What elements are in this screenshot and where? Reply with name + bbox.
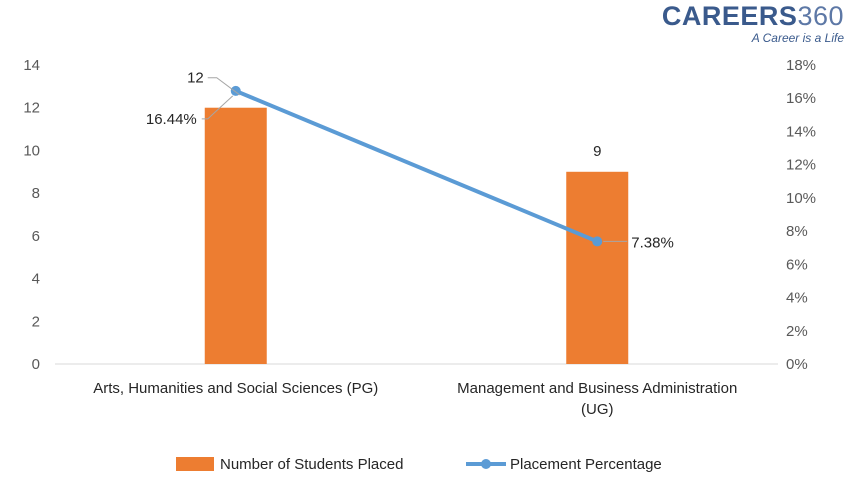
y-right-tick-label: 4% [786, 290, 808, 307]
y-right-tick-label: 6% [786, 256, 808, 273]
y-left-tick-label: 14 [23, 57, 40, 74]
y-left-tick-label: 0 [32, 356, 40, 373]
y-left-tick-label: 10 [23, 142, 40, 159]
y-right-tick-label: 16% [786, 90, 816, 107]
y-left-tick-label: 8 [32, 185, 40, 202]
bar-label-leader [207, 77, 241, 96]
y-left-tick-label: 4 [32, 271, 40, 288]
legend-swatch-marker [481, 459, 491, 469]
bar [566, 171, 629, 364]
x-category-label: Management and Business Administration [457, 380, 737, 397]
legend-label-bar: Number of Students Placed [220, 456, 403, 473]
legend-label-line: Placement Percentage [510, 456, 662, 473]
y-right-tick-label: 8% [786, 223, 808, 240]
brand-logo: CAREERS360 [662, 1, 844, 32]
placement-line [233, 88, 600, 244]
line-label-leader [201, 95, 234, 120]
y-right-tick-label: 12% [786, 157, 816, 174]
bar-data-label: 12 [187, 70, 204, 87]
legend-swatch-bar [176, 457, 214, 471]
bar-data-label: 9 [593, 143, 601, 160]
brand-tagline: A Career is a Life [751, 31, 844, 45]
bar [204, 107, 267, 364]
y-right-tick-label: 14% [786, 123, 816, 140]
line-data-label: 7.38% [631, 234, 674, 251]
x-category-label: Arts, Humanities and Social Sciences (PG… [93, 380, 378, 397]
y-left-tick-label: 6 [32, 228, 40, 245]
y-left-tick-label: 2 [32, 313, 40, 330]
line-point [592, 236, 603, 247]
y-right-tick-label: 18% [786, 57, 816, 74]
brand-number: 360 [797, 1, 844, 31]
y-right-tick-label: 0% [786, 356, 808, 373]
y-right-tick-label: 2% [786, 323, 808, 340]
brand-name: CAREERS [661, 1, 798, 31]
y-left-tick-label: 12 [23, 100, 40, 117]
y-right-tick-label: 10% [786, 190, 816, 207]
line-data-label: 16.44% [146, 111, 197, 128]
x-category-label: (UG) [581, 401, 614, 418]
